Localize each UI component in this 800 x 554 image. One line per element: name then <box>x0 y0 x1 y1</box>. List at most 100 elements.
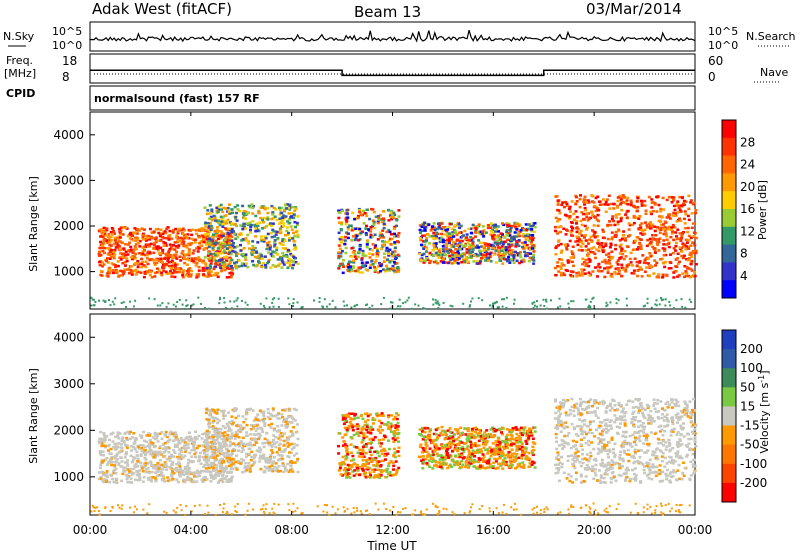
backscatter-cell <box>212 233 215 236</box>
backscatter-cell <box>210 258 214 262</box>
backscatter-cell <box>491 231 495 234</box>
backscatter-cell <box>281 239 285 242</box>
backscatter-cell <box>219 203 223 207</box>
backscatter-cell <box>217 234 221 237</box>
backscatter-cell <box>167 451 171 454</box>
backscatter-cell <box>241 471 244 474</box>
backscatter-cell <box>112 232 116 235</box>
backscatter-cell <box>203 449 207 452</box>
backscatter-cell <box>390 252 393 256</box>
backscatter-cell <box>689 201 693 204</box>
backscatter-cell <box>564 200 568 204</box>
backscatter-cell <box>114 460 118 463</box>
backscatter-cell <box>271 461 275 465</box>
backscatter-cell <box>567 207 571 211</box>
backscatter-cell <box>153 437 157 441</box>
noise-line <box>89 29 696 43</box>
backscatter-cell <box>381 229 385 232</box>
backscatter-cell <box>171 478 175 481</box>
backscatter-cell <box>214 219 217 222</box>
backscatter-cell <box>356 269 360 272</box>
ground-cell <box>497 306 500 309</box>
backscatter-cell <box>101 233 104 236</box>
backscatter-cell <box>562 264 566 267</box>
backscatter-cell <box>287 259 291 262</box>
backscatter-cell <box>569 231 573 234</box>
backscatter-cell <box>661 273 665 277</box>
backscatter-cell <box>290 416 294 420</box>
backscatter-cell <box>250 455 254 459</box>
backscatter-cell <box>397 270 401 273</box>
backscatter-cell <box>291 254 295 257</box>
ground-cell <box>626 304 628 307</box>
backscatter-cell <box>624 202 628 205</box>
backscatter-cell <box>529 224 533 228</box>
backscatter-cell <box>660 215 664 218</box>
backscatter-cell <box>652 247 656 250</box>
backscatter-cell <box>130 473 134 476</box>
backscatter-cell <box>109 248 113 252</box>
backscatter-cell <box>432 237 436 240</box>
backscatter-cell <box>442 261 446 264</box>
backscatter-cell <box>140 467 144 470</box>
backscatter-cell <box>286 266 290 269</box>
backscatter-cell <box>340 238 344 241</box>
backscatter-cell <box>214 271 218 275</box>
backscatter-cell <box>533 222 537 225</box>
backscatter-cell <box>218 444 222 447</box>
backscatter-cell <box>625 199 629 202</box>
backscatter-cell <box>163 230 167 233</box>
backscatter-cell <box>274 445 278 449</box>
backscatter-cell <box>390 233 393 236</box>
backscatter-cell <box>174 435 178 439</box>
backscatter-cell <box>221 260 225 264</box>
backscatter-cell <box>587 271 591 274</box>
backscatter-cell <box>233 246 237 249</box>
backscatter-cell <box>691 249 695 253</box>
backscatter-cell <box>356 255 360 259</box>
backscatter-cell <box>493 226 497 229</box>
backscatter-cell <box>196 469 199 472</box>
backscatter-cell <box>420 243 423 247</box>
backscatter-cell <box>230 258 234 262</box>
backscatter-cell <box>216 436 220 440</box>
backscatter-cell <box>366 208 370 211</box>
backscatter-cell <box>650 206 654 209</box>
backscatter-cell <box>121 472 125 476</box>
backscatter-cell <box>114 435 118 438</box>
ground-cell <box>594 307 597 310</box>
backscatter-cell <box>286 455 290 458</box>
backscatter-cell <box>132 248 136 251</box>
backscatter-cell <box>263 255 267 258</box>
backscatter-cell <box>594 266 597 269</box>
backscatter-cell <box>395 219 399 222</box>
backscatter-cell <box>687 218 691 222</box>
backscatter-cell <box>284 420 288 424</box>
backscatter-cell <box>209 262 213 265</box>
backscatter-cell <box>166 476 170 479</box>
ground-cell <box>436 300 439 303</box>
backscatter-cell <box>201 261 205 264</box>
backscatter-cell <box>348 270 352 273</box>
backscatter-cell <box>271 414 275 418</box>
backscatter-cell <box>212 419 216 423</box>
backscatter-cell <box>269 266 273 269</box>
backscatter-cell <box>178 475 182 478</box>
backscatter-cell <box>99 477 103 481</box>
backscatter-cell <box>205 478 209 481</box>
ground-cell <box>543 305 546 307</box>
backscatter-cell <box>354 472 358 476</box>
backscatter-cell <box>235 245 239 248</box>
backscatter-cell <box>252 437 256 440</box>
backscatter-cell <box>266 218 270 221</box>
backscatter-cell <box>226 232 230 235</box>
backscatter-cell <box>296 459 299 462</box>
backscatter-cell <box>582 268 586 272</box>
backscatter-cell <box>145 440 149 443</box>
backscatter-cell <box>292 407 296 411</box>
backscatter-cell <box>142 430 146 434</box>
backscatter-cell <box>226 266 229 270</box>
backscatter-cell <box>254 235 258 238</box>
backscatter-cell <box>441 252 445 255</box>
